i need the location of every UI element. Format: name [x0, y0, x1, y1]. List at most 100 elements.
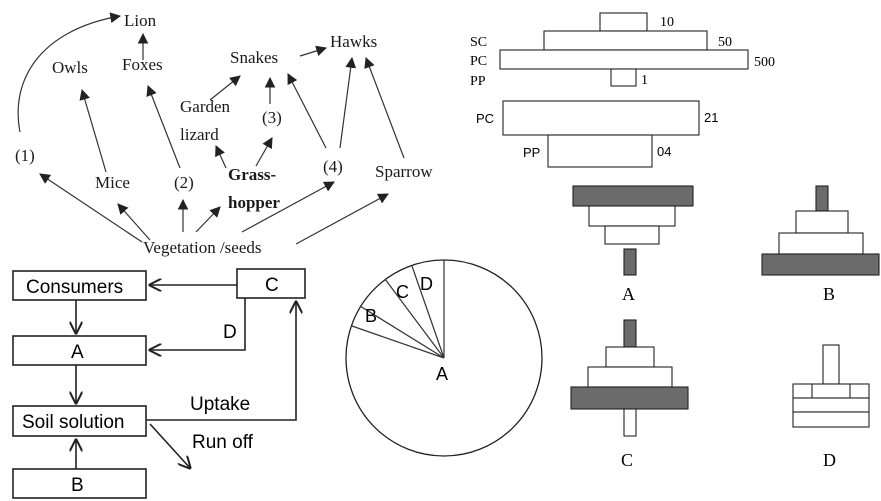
sc-value: 50	[718, 35, 732, 50]
pp-bar	[610, 68, 637, 87]
arrow-veg-to-1	[39, 173, 143, 243]
option-d-bar-3	[792, 397, 870, 413]
mice-label: Mice	[95, 173, 130, 192]
pyramid-option-d: D	[792, 344, 870, 470]
option-c-label: C	[621, 450, 633, 470]
option-c-bar-5	[623, 408, 637, 437]
biomass-pp-value: 04	[657, 144, 671, 159]
pyramid-of-biomass: PC 21 PP 04	[476, 100, 718, 168]
arrow-c-to-a-via-d	[150, 298, 246, 350]
arrow-veg-to-mice	[117, 203, 151, 241]
option-a-bar-1	[572, 185, 694, 207]
garden-lizard-label-line1: Garden	[180, 97, 231, 116]
arrow-sparrow-to-hawks	[364, 56, 405, 159]
grasshopper-label-line2: hopper	[228, 193, 280, 212]
pie-label-a: A	[436, 364, 448, 384]
arrow-grasshopper-to-3	[255, 137, 273, 167]
option-a-label: A	[622, 284, 635, 304]
option-b-bar-1	[815, 185, 829, 212]
option-a-bar-2	[588, 205, 676, 227]
option-b-bar-3	[778, 232, 864, 255]
pyramid-top-bar	[599, 12, 648, 32]
option-d-bar-1	[822, 344, 840, 385]
option-d-label: D	[823, 450, 836, 470]
pyramid-of-numbers: 10 SC 50 PC 500 PP 1	[470, 12, 775, 89]
uptake-label: Uptake	[190, 394, 250, 415]
c-box	[236, 268, 306, 299]
vegetation-label: Vegetation /seeds	[143, 238, 262, 257]
biomass-pc-label: PC	[476, 111, 494, 126]
option-d-bar-2	[792, 383, 870, 399]
option-b-bar-4	[761, 253, 880, 276]
pie-label-b: B	[365, 306, 377, 326]
run-off-label: Run off	[192, 432, 254, 453]
soil-solution-box	[12, 405, 147, 437]
arrow-uptake	[146, 302, 296, 421]
pyramid-top-value: 10	[660, 15, 674, 30]
arrow-4-to-snakes	[287, 73, 327, 149]
marker-4-label: (4)	[323, 157, 343, 176]
arrow-snakes-to-hawks	[299, 45, 328, 57]
pc-bar	[499, 49, 749, 70]
a-box-label: A	[71, 342, 84, 363]
option-b-label: B	[823, 284, 835, 304]
pie-diagram: B C D A	[345, 259, 543, 457]
arrow-2-to-foxes	[146, 84, 181, 169]
arrow-veg-to-4	[241, 181, 335, 233]
option-c-bar-2	[605, 346, 655, 368]
nutrient-cycle: Consumers C A Soil solution B D Uptake R…	[12, 268, 306, 499]
food-web: Lion Owls Foxes Snakes Hawks Garden liza…	[15, 11, 433, 257]
arrow-4-to-hawks	[339, 56, 357, 149]
b-box	[12, 468, 147, 499]
pc-label: PC	[470, 54, 487, 69]
option-c-bar-1	[623, 319, 637, 348]
b-box-label: B	[71, 475, 84, 496]
pc-value: 500	[754, 55, 775, 70]
option-c-bar-4	[570, 386, 689, 410]
pyramid-option-a: A	[572, 185, 694, 304]
owls-label: Owls	[52, 58, 88, 77]
marker-2-label: (2)	[174, 173, 194, 192]
c-box-label: C	[265, 275, 279, 296]
lion-label: Lion	[124, 11, 157, 30]
pyramid-option-b: B	[761, 185, 880, 304]
pie-line-3	[384, 278, 445, 359]
biomass-pc-bar	[502, 100, 700, 136]
arrow-grasshopper-to-lizard	[215, 145, 227, 169]
d-label: D	[223, 322, 237, 343]
hawks-label: Hawks	[330, 32, 377, 51]
arrow-veg-to-sparrow	[295, 193, 389, 245]
a-box	[12, 335, 147, 366]
option-b-bar-2	[795, 210, 849, 234]
pie-line-5	[351, 325, 445, 359]
biomass-pc-value: 21	[704, 110, 718, 125]
option-d-bar-4	[792, 411, 870, 428]
pie-line-4	[359, 305, 445, 359]
arrow-1-to-lion	[17, 12, 122, 133]
arrow-mice-to-owls	[79, 88, 107, 173]
arrow-veg-to-grasshopper	[195, 206, 221, 233]
arrow-lizard-to-snakes	[209, 75, 241, 101]
soil-solution-label: Soil solution	[22, 412, 124, 433]
biomass-pp-bar	[547, 134, 653, 168]
pyramid-option-c: C	[570, 319, 689, 470]
pie-label-d: D	[420, 274, 433, 294]
marker-1-label: (1)	[15, 146, 35, 165]
arrow-run-off	[149, 423, 190, 468]
option-c-bar-3	[587, 366, 673, 388]
sc-label: SC	[470, 35, 487, 50]
sc-bar	[543, 30, 708, 51]
consumers-label: Consumers	[26, 277, 123, 298]
pp-label: PP	[470, 74, 486, 89]
sparrow-label: Sparrow	[375, 162, 433, 181]
biomass-pp-label: PP	[523, 145, 540, 160]
option-a-bar-3	[604, 225, 660, 245]
pie-line-2	[411, 265, 445, 359]
marker-3-label: (3)	[262, 108, 282, 127]
snakes-label: Snakes	[230, 48, 278, 67]
option-a-bar-4	[623, 248, 637, 276]
pie-label-c: C	[396, 282, 409, 302]
foxes-label: Foxes	[122, 55, 163, 74]
grasshopper-label-line1: Grass-	[228, 165, 277, 184]
garden-lizard-label-line2: lizard	[180, 125, 219, 144]
